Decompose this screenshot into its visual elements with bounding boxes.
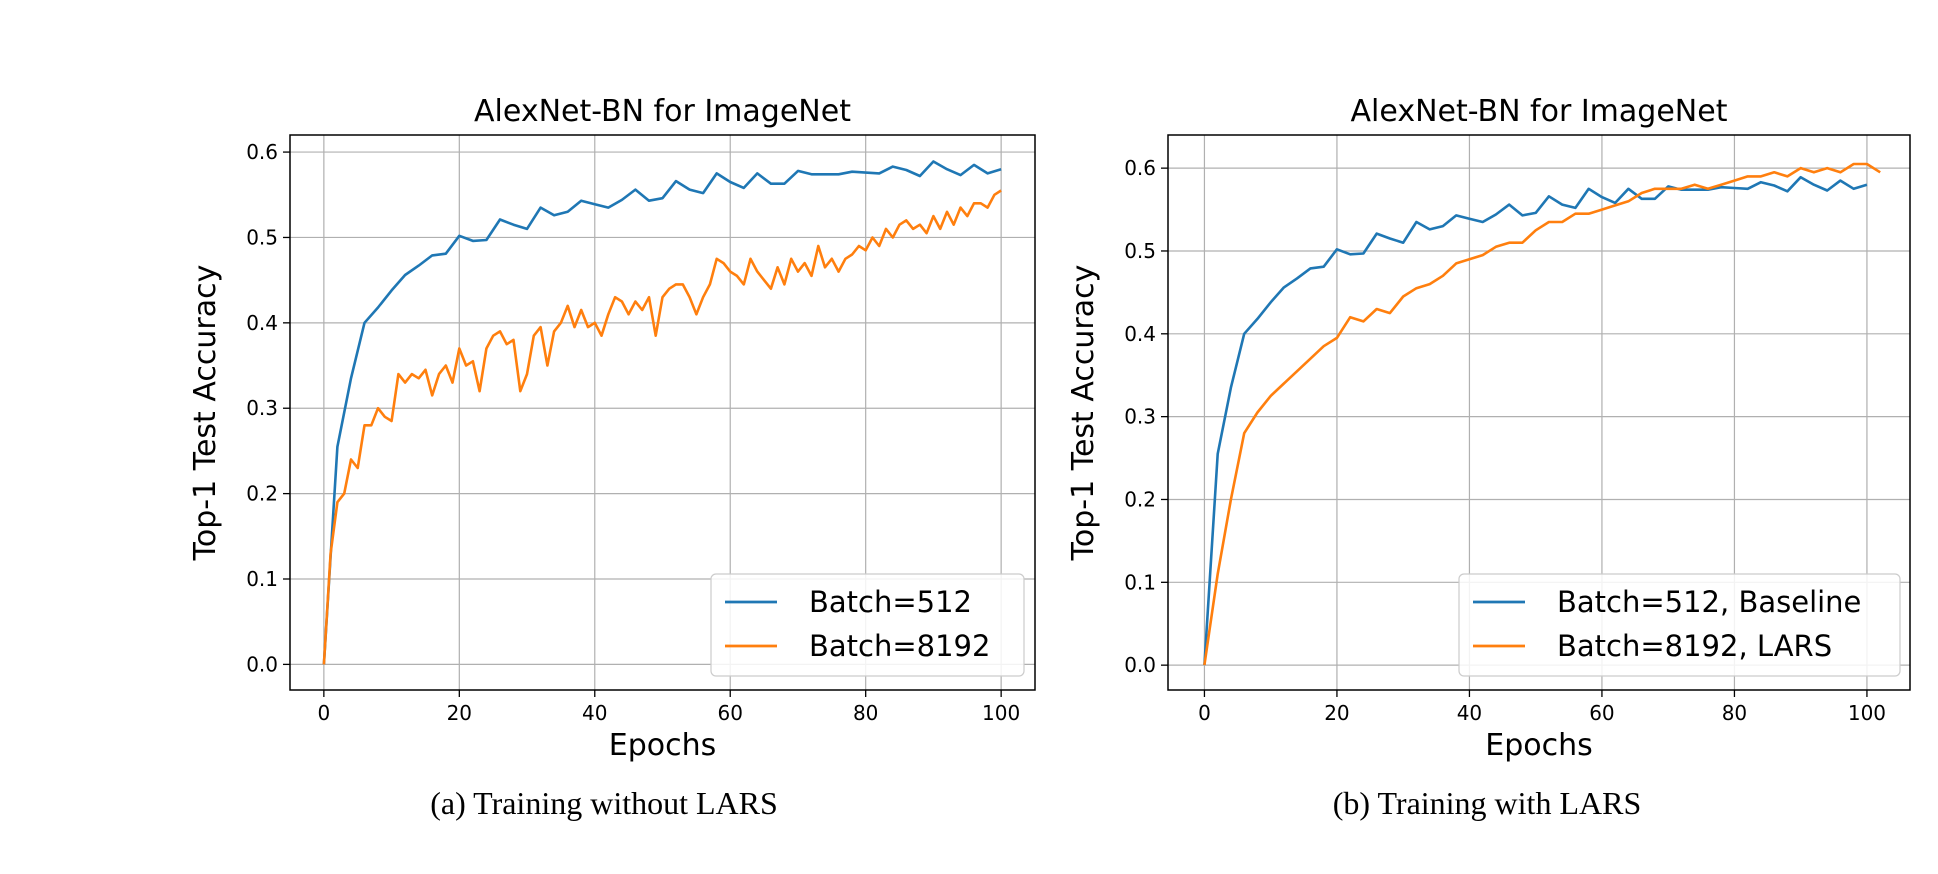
x-tick-label: 60 [718, 701, 743, 725]
x-axis-label: Epochs [609, 728, 717, 763]
x-tick-label: 20 [447, 701, 472, 725]
x-tick-label: 0 [317, 701, 330, 725]
y-axis-label: Top-1 Test Accuracy [188, 265, 223, 562]
x-axis-label: Epochs [1485, 728, 1593, 763]
legend-box [710, 573, 1025, 677]
x-tick-label: 100 [982, 701, 1020, 725]
x-tick-label: 80 [853, 701, 878, 725]
y-tick-label: 0.2 [246, 482, 278, 506]
series-line-2 [1203, 162, 1881, 666]
y-tick-label: 0.1 [246, 567, 278, 591]
chart-title: AlexNet-BN for ImageNet [1351, 94, 1728, 129]
legend-box [1458, 573, 1901, 677]
legend-label: Batch=512, Baseline [1557, 585, 1861, 619]
x-tick-label: 40 [1457, 701, 1482, 725]
chart-2: 0 20 40 60 80 100 0.0 0.1 0.2 0.3 0.4 0.5 0.6 AlexNet… [1066, 94, 1911, 763]
x-tick-label: 80 [1722, 701, 1747, 725]
y-tick-label: 0.4 [246, 311, 278, 335]
axes-frame [1167, 134, 1911, 691]
legend-label: Batch=8192 [809, 629, 990, 663]
y-tick-label: 0.4 [1124, 322, 1156, 346]
x-tick-label: 60 [1589, 701, 1614, 725]
y-tick-label: 0.5 [1124, 239, 1156, 263]
y-tick-label: 0.0 [246, 652, 278, 676]
legend: Batch=512, Baseline Batch=8192, LARS [1458, 573, 1901, 677]
caption-b: (b) Training with LARS [1332, 785, 1642, 821]
legend: Batch=512 Batch=8192 [710, 573, 1025, 677]
y-tick-label: 0.3 [1124, 405, 1156, 429]
y-tick-label: 0.6 [246, 140, 278, 164]
chart-title: AlexNet-BN for ImageNet [474, 94, 851, 129]
series-line-1 [322, 160, 1002, 665]
y-tick-label: 0.2 [1124, 487, 1156, 511]
x-tick-label: 40 [582, 701, 607, 725]
y-tick-label: 0.6 [1124, 156, 1156, 180]
y-tick-label: 0.5 [246, 225, 278, 249]
legend-label: Batch=512 [809, 585, 972, 619]
y-tick-label: 0.0 [1124, 653, 1156, 677]
x-tick-label: 20 [1324, 701, 1349, 725]
y-tick-label: 0.3 [246, 396, 278, 420]
caption-a: (a) Training without LARS [430, 785, 778, 821]
chart-1: 0 20 40 60 80 100 0.0 0.1 0.2 0.3 0.4 0.5 0.6 AlexNet… [188, 94, 1036, 763]
y-tick-label: 0.1 [1124, 570, 1156, 594]
legend-label: Batch=8192, LARS [1557, 629, 1832, 663]
axes-frame [289, 134, 1036, 691]
series-line-1 [1203, 175, 1868, 666]
x-tick-label: 0 [1198, 701, 1211, 725]
y-axis-label: Top-1 Test Accuracy [1066, 265, 1101, 562]
series-line-2 [322, 189, 1002, 665]
x-tick-label: 100 [1848, 701, 1886, 725]
